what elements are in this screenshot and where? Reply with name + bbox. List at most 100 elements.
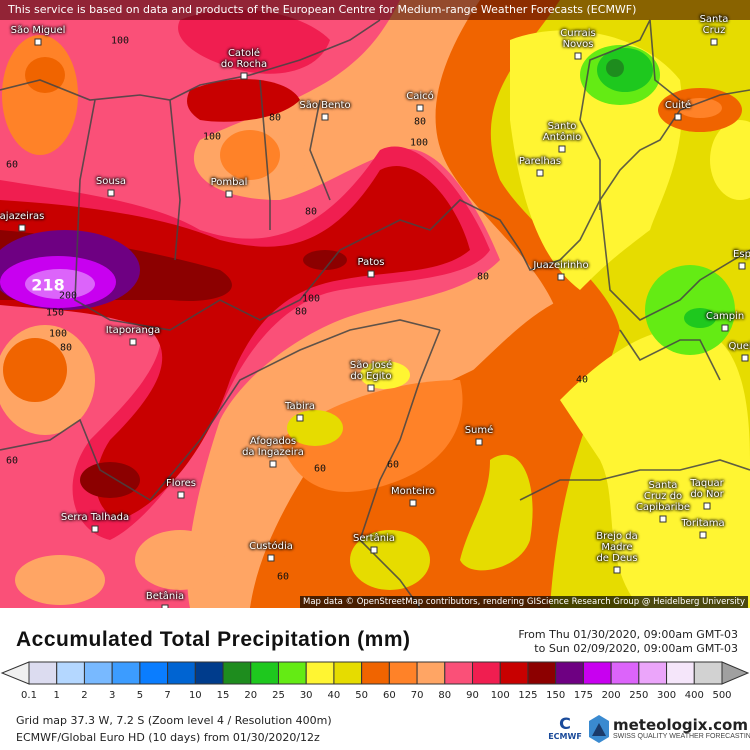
legend-swatch (388, 661, 418, 685)
legend-label: 200 (601, 690, 621, 701)
legend-label: 20 (244, 690, 258, 701)
precipitation-map[interactable]: This service is based on data and produc… (0, 0, 750, 608)
legend-label: 0.1 (21, 690, 37, 701)
city-label: Cuité (664, 100, 692, 111)
city-label: Catolé do Rocha (220, 48, 268, 70)
city-label: Sousa (95, 176, 127, 187)
city-marker (296, 414, 304, 422)
city-label: Sumé (464, 425, 494, 436)
legend-label: 40 (327, 690, 341, 701)
city-label: Flores (166, 478, 196, 489)
legend-label: 500 (712, 690, 732, 701)
legend-swatch (56, 661, 85, 685)
city-marker (409, 499, 417, 507)
city-label: Sertânia (353, 533, 395, 544)
city-marker (536, 169, 544, 177)
contour-label: 60 (5, 159, 19, 171)
map-attribution[interactable]: Map data © OpenStreetMap contributors, r… (300, 596, 748, 608)
city-marker (177, 491, 185, 499)
city-label: Monteiro (391, 486, 435, 497)
service-banner: This service is based on data and produc… (0, 0, 750, 20)
contour-label: 60 (276, 571, 290, 583)
legend-label: 7 (164, 690, 171, 701)
city-label: São Bento (299, 100, 351, 111)
legend-swatch (472, 661, 501, 685)
forecast-period: From Thu 01/30/2020, 09:00am GMT-03 to S… (518, 628, 738, 656)
legend-label: 1 (53, 690, 60, 701)
legend-label: 15 (216, 690, 230, 701)
city-marker (129, 338, 137, 346)
city-marker (367, 384, 375, 392)
city-label: Santa Cruz (699, 14, 729, 36)
meteologix-logo-icon (589, 715, 609, 743)
city-label: Campin (705, 311, 745, 322)
legend-label: 25 (272, 690, 285, 701)
city-marker (107, 189, 115, 197)
legend-label: 5 (136, 690, 144, 701)
contour-label: 80 (268, 112, 282, 124)
legend-swatch (444, 661, 474, 685)
legend-label: 10 (188, 690, 202, 701)
city-marker (613, 566, 621, 574)
city-marker (370, 546, 378, 554)
legend-label: 150 (546, 690, 566, 701)
legend-label: 175 (573, 690, 593, 701)
contour-label: 60 (313, 463, 327, 475)
legend-swatch (693, 661, 723, 685)
ecmwf-logo-text: ECMWF (548, 732, 582, 741)
city-label: Itaporanga (105, 325, 161, 336)
contour-label: 60 (5, 455, 19, 467)
city-label: Toritama (681, 518, 725, 529)
model-info: ECMWF/Global Euro HD (10 days) from 01/3… (16, 731, 320, 744)
contour-label: 80 (59, 342, 73, 354)
city-label: Brejo da Madre de Deus (596, 531, 638, 564)
city-label: Santa Cruz do Capibaribe (635, 480, 691, 513)
legend-swatch (555, 661, 584, 685)
legend-swatch (139, 661, 169, 685)
meteologix-logo-text: meteologix.com (613, 715, 748, 734)
city-label: Patos (357, 257, 385, 268)
period-from: From Thu 01/30/2020, 09:00am GMT-03 (518, 628, 738, 641)
city-marker (225, 190, 233, 198)
max-value-label: 218 (31, 275, 65, 295)
color-legend (0, 661, 750, 685)
legend-swatch (83, 661, 113, 685)
city-marker (703, 502, 711, 510)
city-label: Custódia (249, 541, 293, 552)
legend-swatch (416, 661, 446, 685)
contour-label: 100 (301, 293, 321, 305)
legend-swatch (305, 661, 335, 685)
legend-swatch (250, 661, 279, 685)
city-marker (267, 554, 275, 562)
city-marker (18, 224, 26, 232)
city-marker (161, 604, 169, 608)
city-label: Caicó (406, 91, 434, 102)
city-marker (34, 38, 42, 46)
city-marker (574, 52, 582, 60)
contour-label: 200 (58, 290, 78, 302)
legend-swatch (222, 661, 252, 685)
legend-swatch (527, 661, 557, 685)
city-label: Queim (728, 341, 750, 352)
legend-swatch (666, 661, 695, 685)
meteologix-logo[interactable]: meteologix.com SWISS QUALITY WEATHER FORE… (588, 714, 750, 744)
legend-swatch (361, 661, 390, 685)
contour-label: 40 (575, 374, 589, 386)
legend-label: 250 (629, 690, 649, 701)
city-marker (558, 145, 566, 153)
ecmwf-logo-icon: C (559, 714, 571, 733)
chart-title: Accumulated Total Precipitation (mm) (16, 628, 411, 651)
legend-swatch (28, 661, 58, 685)
legend-label: 70 (410, 690, 424, 701)
legend-label: 90 (466, 690, 479, 701)
city-label: São Miguel (10, 25, 66, 36)
legend-label: 60 (382, 690, 396, 701)
city-marker (721, 324, 729, 332)
legend-label: 300 (657, 690, 677, 701)
legend-above-arrow (721, 661, 750, 685)
city-marker (557, 273, 565, 281)
legend-swatch (333, 661, 363, 685)
legend-label: 125 (518, 690, 538, 701)
precipitation-field (0, 0, 750, 608)
legend-swatch (582, 661, 612, 685)
